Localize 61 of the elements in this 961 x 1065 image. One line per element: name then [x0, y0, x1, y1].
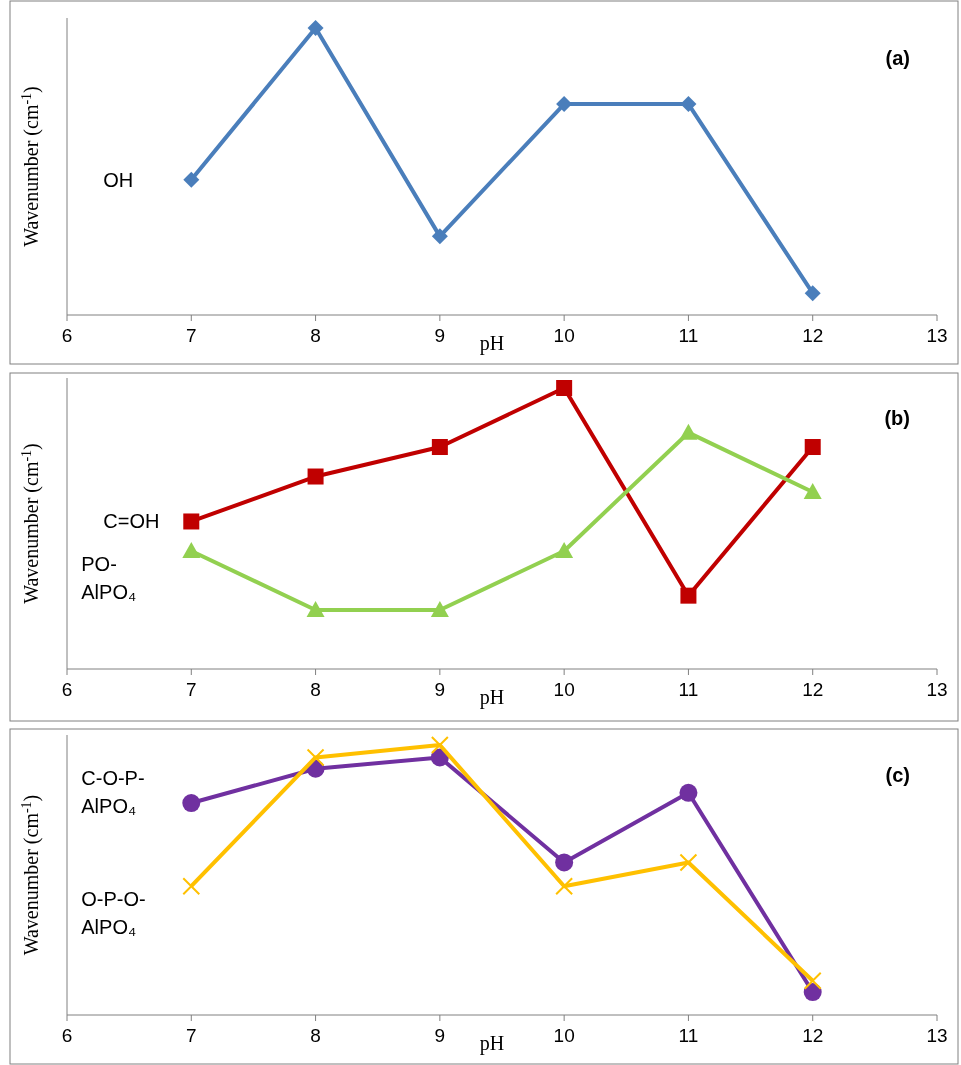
x-tick-label: 10	[553, 679, 575, 700]
point	[183, 171, 200, 188]
series-label: C-O-P-AlPO₄	[81, 767, 145, 818]
annotation: (b)	[884, 407, 910, 429]
x-tick-label: 13	[926, 1025, 948, 1046]
x-tick-label: 13	[926, 679, 948, 700]
x-tick-label: 9	[434, 325, 446, 346]
point	[555, 541, 574, 558]
x-axis-title: pH	[479, 332, 505, 355]
x-tick-label: 8	[310, 1025, 321, 1046]
point	[306, 748, 325, 767]
point	[555, 853, 574, 872]
point	[556, 380, 573, 396]
point	[679, 783, 698, 802]
text: PO-AlPO₄	[81, 552, 137, 603]
point	[679, 853, 698, 872]
series-label: O-P-O-AlPO₄	[81, 888, 146, 939]
point	[183, 513, 200, 530]
x-tick-label: 12	[802, 679, 824, 700]
series-label: C=OH	[103, 510, 160, 533]
x-tick-label: 12	[802, 325, 824, 346]
point	[803, 971, 822, 990]
x-tick-label: 11	[678, 325, 699, 346]
x-tick-label: 12	[802, 1025, 824, 1046]
x-axis-title: pH	[479, 1032, 505, 1055]
x-tick-label: 7	[186, 1025, 197, 1046]
annotation: (a)	[885, 47, 910, 69]
point	[182, 541, 201, 558]
point	[803, 482, 822, 499]
text: OH	[103, 168, 134, 191]
x-axis-title: pH	[479, 686, 505, 709]
x-tick-label: 10	[553, 1025, 575, 1046]
x-tick-label: 6	[61, 325, 73, 346]
point	[182, 877, 201, 896]
x-tick-label: 11	[678, 679, 699, 700]
point	[679, 423, 698, 440]
x-tick-label: 7	[186, 679, 197, 700]
point	[555, 877, 574, 896]
point	[804, 285, 821, 302]
point	[182, 794, 201, 813]
point	[430, 600, 449, 617]
x-tick-label: 9	[434, 1025, 446, 1046]
point	[306, 600, 325, 617]
point	[430, 736, 449, 754]
x-tick-label: 9	[434, 679, 446, 700]
x-tick-label: 6	[61, 1025, 73, 1046]
x-tick-label: 6	[61, 679, 73, 700]
point	[680, 96, 697, 113]
x-tick-label: 7	[186, 325, 197, 346]
point	[804, 439, 821, 456]
point	[680, 587, 697, 604]
point	[307, 20, 324, 36]
x-tick-label: 11	[678, 1025, 699, 1046]
point	[307, 468, 324, 485]
point	[431, 228, 448, 245]
x-tick-label: 13	[926, 325, 948, 346]
x-tick-label: 8	[310, 325, 321, 346]
x-tick-label: 10	[553, 325, 575, 346]
point	[431, 439, 448, 456]
annotation: (c)	[885, 764, 910, 786]
x-tick-label: 8	[310, 679, 321, 700]
